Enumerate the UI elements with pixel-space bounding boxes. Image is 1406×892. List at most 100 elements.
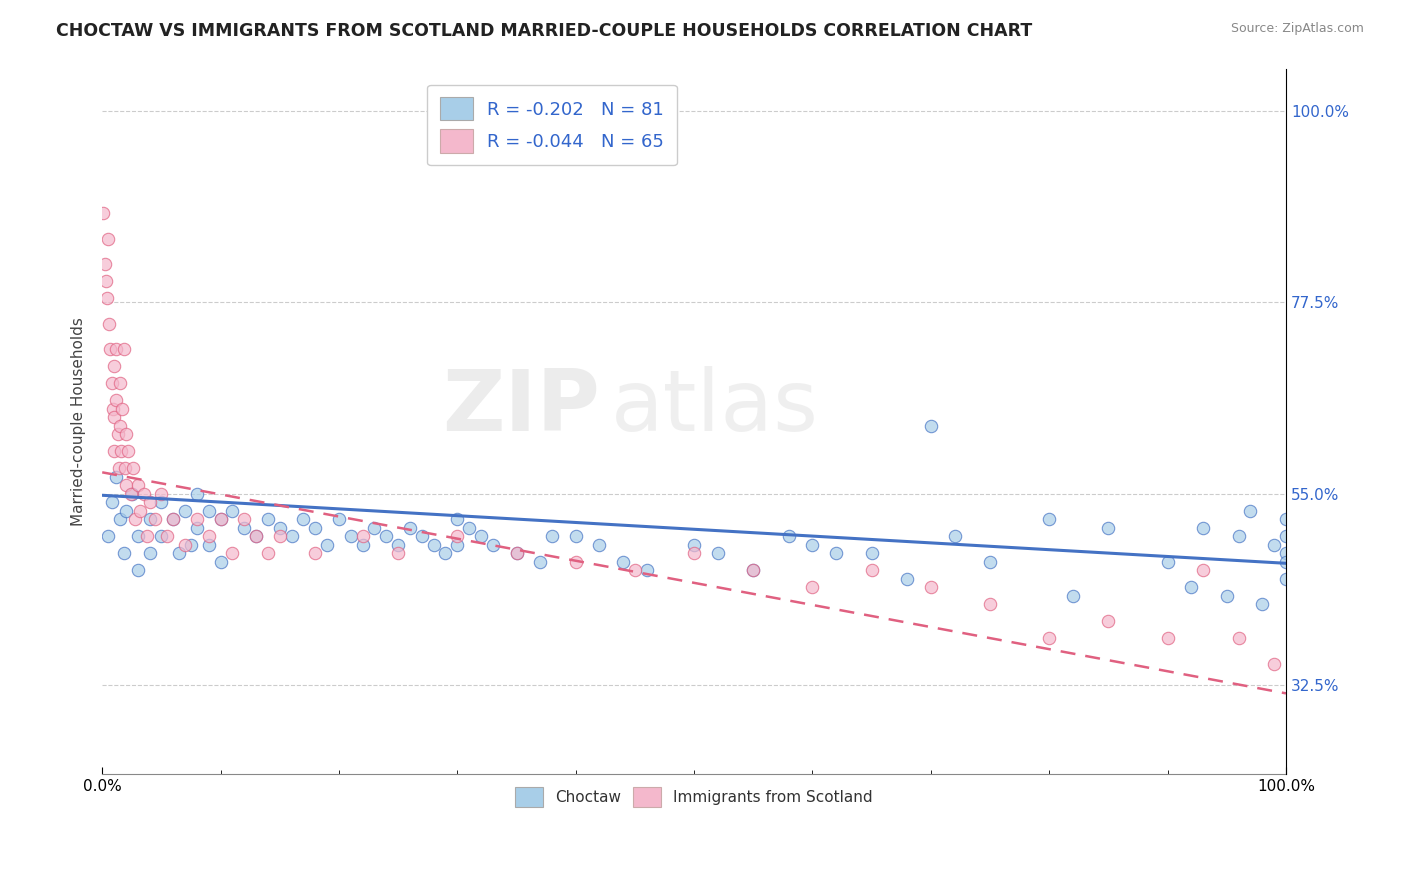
Point	[174, 538, 197, 552]
Point	[363, 520, 385, 534]
Point	[150, 486, 173, 500]
Point	[742, 563, 765, 577]
Point	[411, 529, 433, 543]
Point	[100, 342, 122, 356]
Point	[129, 503, 152, 517]
Point	[197, 529, 219, 543]
Point	[186, 486, 208, 500]
Point	[120, 486, 142, 500]
Point	[197, 538, 219, 552]
Point	[136, 529, 159, 543]
Point	[105, 393, 128, 408]
Point	[352, 529, 374, 543]
Point	[340, 529, 363, 543]
Point	[138, 495, 160, 509]
Point	[127, 563, 149, 577]
Text: CHOCTAW VS IMMIGRANTS FROM SCOTLAND MARRIED-COUPLE HOUSEHOLDS CORRELATION CHART: CHOCTAW VS IMMIGRANTS FROM SCOTLAND MARR…	[56, 22, 1032, 40]
Point	[162, 512, 184, 526]
Point	[100, 495, 122, 509]
Point	[121, 486, 143, 500]
Point	[257, 546, 280, 560]
Point	[1275, 529, 1298, 543]
Point	[316, 538, 339, 552]
Point	[100, 376, 122, 390]
Point	[138, 512, 160, 526]
Point	[145, 512, 167, 526]
Point	[209, 512, 232, 526]
Point	[257, 512, 280, 526]
Text: Source: ZipAtlas.com: Source: ZipAtlas.com	[1230, 22, 1364, 36]
Point	[1263, 538, 1285, 552]
Point	[269, 520, 291, 534]
Point	[1062, 589, 1084, 603]
Point	[564, 529, 586, 543]
Point	[328, 512, 350, 526]
Point	[920, 580, 942, 594]
Point	[860, 546, 883, 560]
Point	[505, 546, 527, 560]
Point	[1156, 631, 1178, 645]
Point	[103, 359, 125, 373]
Text: atlas: atlas	[612, 366, 820, 449]
Point	[1038, 512, 1060, 526]
Point	[97, 529, 120, 543]
Point	[920, 418, 942, 433]
Point	[1192, 520, 1215, 534]
Point	[209, 555, 232, 569]
Text: ZIP: ZIP	[441, 366, 599, 449]
Point	[233, 520, 256, 534]
Point	[742, 563, 765, 577]
Point	[1275, 512, 1298, 526]
Point	[110, 444, 132, 458]
Point	[1156, 555, 1178, 569]
Point	[446, 529, 468, 543]
Point	[107, 427, 129, 442]
Point	[112, 546, 135, 560]
Point	[101, 401, 124, 416]
Point	[93, 257, 115, 271]
Point	[167, 546, 190, 560]
Point	[1180, 580, 1202, 594]
Point	[304, 520, 326, 534]
Point	[482, 538, 505, 552]
Point	[564, 555, 586, 569]
Point	[132, 486, 155, 500]
Point	[1097, 520, 1119, 534]
Point	[1227, 529, 1250, 543]
Point	[115, 427, 138, 442]
Point	[180, 538, 202, 552]
Point	[103, 410, 125, 425]
Point	[108, 418, 131, 433]
Point	[1275, 546, 1298, 560]
Point	[706, 546, 728, 560]
Point	[127, 529, 149, 543]
Point	[127, 478, 149, 492]
Point	[150, 529, 173, 543]
Point	[541, 529, 564, 543]
Point	[233, 512, 256, 526]
Point	[588, 538, 610, 552]
Point	[97, 231, 120, 245]
Point	[375, 529, 398, 543]
Point	[221, 503, 243, 517]
Point	[105, 469, 128, 483]
Point	[98, 317, 121, 331]
Point	[470, 529, 492, 543]
Point	[505, 546, 527, 560]
Point	[979, 597, 1001, 611]
Point	[150, 495, 173, 509]
Point	[115, 503, 138, 517]
Point	[162, 512, 184, 526]
Point	[245, 529, 267, 543]
Point	[422, 538, 444, 552]
Point	[1227, 631, 1250, 645]
Point	[280, 529, 302, 543]
Point	[1216, 589, 1239, 603]
Point	[221, 546, 243, 560]
Point	[387, 546, 409, 560]
Point	[683, 546, 706, 560]
Point	[292, 512, 315, 526]
Point	[860, 563, 883, 577]
Point	[683, 538, 706, 552]
Point	[197, 503, 219, 517]
